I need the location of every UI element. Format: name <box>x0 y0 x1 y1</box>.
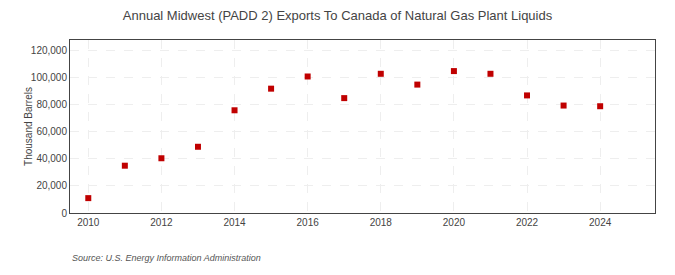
svg-text:2014: 2014 <box>223 217 246 228</box>
svg-text:2010: 2010 <box>77 217 100 228</box>
svg-text:2022: 2022 <box>516 217 539 228</box>
svg-text:40,000: 40,000 <box>36 153 67 164</box>
svg-text:80,000: 80,000 <box>36 99 67 110</box>
svg-text:2020: 2020 <box>443 217 466 228</box>
svg-text:Annual Midwest (PADD 2) Export: Annual Midwest (PADD 2) Exports To Canad… <box>123 8 553 23</box>
svg-text:Thousand Barrels: Thousand Barrels <box>23 87 34 166</box>
svg-text:120,000: 120,000 <box>31 45 68 56</box>
svg-text:Source: U.S. Energy Informatio: Source: U.S. Energy Information Administ… <box>72 253 261 263</box>
svg-text:2012: 2012 <box>150 217 173 228</box>
svg-text:20,000: 20,000 <box>36 180 67 191</box>
svg-text:0: 0 <box>61 208 67 219</box>
svg-text:100,000: 100,000 <box>31 72 68 83</box>
svg-text:2024: 2024 <box>589 217 612 228</box>
svg-text:2018: 2018 <box>370 217 393 228</box>
svg-text:60,000: 60,000 <box>36 126 67 137</box>
svg-text:2016: 2016 <box>297 217 320 228</box>
